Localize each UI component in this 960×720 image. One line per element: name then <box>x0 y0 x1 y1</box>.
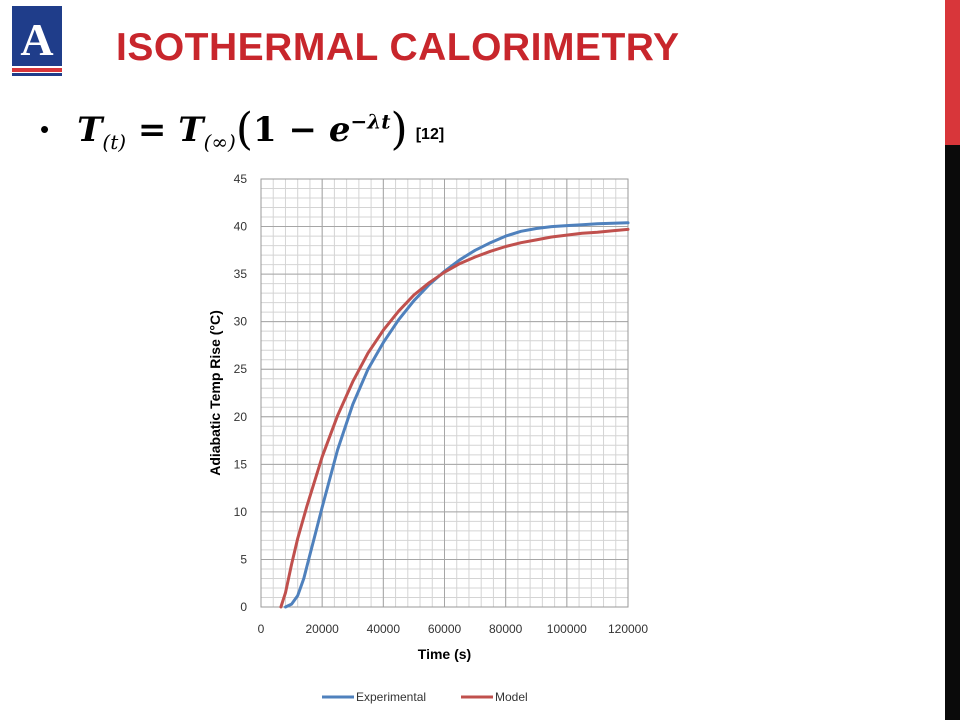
legend-label-experimental: Experimental <box>356 690 426 704</box>
x-tick-label: 100000 <box>547 622 587 636</box>
x-tick-label: 0 <box>258 622 265 636</box>
major-gridlines <box>260 178 629 608</box>
series-line-model <box>279 227 630 609</box>
y-tick-label: 35 <box>234 267 248 281</box>
y-tick-label: 10 <box>234 505 248 519</box>
formula-bullet: • T(t) = T(∞)(1 − e−λt) [12] <box>40 104 444 155</box>
legend-label-model: Model <box>495 690 528 704</box>
slide-title: ISOTHERMAL CALORIMETRY <box>116 26 680 69</box>
series-layer <box>279 221 630 609</box>
logo-background <box>12 6 62 66</box>
y-tick-label: 5 <box>240 552 247 566</box>
formula-rhs: T <box>178 110 204 150</box>
logo: A <box>12 6 62 76</box>
formula-rhs-sub: (∞) <box>203 129 236 154</box>
y-tick-label: 45 <box>234 172 248 186</box>
legend: Experimental Model <box>322 690 528 704</box>
formula-open-paren: ( <box>235 104 254 155</box>
y-tick-labels: 0 5 10 15 20 25 30 35 40 45 <box>234 172 248 614</box>
bullet-dot: • <box>40 114 50 144</box>
formula-lhs-sub: (t) <box>102 129 127 154</box>
y-tick-label: 25 <box>234 362 248 376</box>
x-tick-label: 40000 <box>367 622 401 636</box>
x-tick-label: 60000 <box>428 622 462 636</box>
formula-exponent: −λt <box>350 109 391 134</box>
y-tick-label: 20 <box>234 410 248 424</box>
formula-minus: − <box>288 110 318 150</box>
y-tick-label: 15 <box>234 457 248 471</box>
x-tick-label: 20000 <box>305 622 339 636</box>
logo-underline-red <box>12 68 62 72</box>
logo-letter: A <box>20 14 53 65</box>
x-tick-label: 80000 <box>489 622 523 636</box>
x-tick-labels: 0 20000 40000 60000 80000 100000 120000 <box>258 622 649 636</box>
formula-equals: = <box>137 110 167 150</box>
formula-lhs: T <box>77 110 103 150</box>
sidebar-black-strip <box>945 0 960 720</box>
formula: T(t) = T(∞)(1 − e−λt) <box>77 104 408 155</box>
formula-e: e <box>328 110 351 150</box>
citation: [12] <box>415 125 445 143</box>
y-axis-label: Adiabatic Temp Rise (°C) <box>207 310 223 476</box>
formula-close-paren: ) <box>390 104 408 155</box>
y-tick-label: 0 <box>240 600 247 614</box>
y-tick-label: 40 <box>234 220 248 234</box>
x-axis-label: Time (s) <box>418 646 471 662</box>
formula-one: 1 <box>253 110 277 150</box>
y-tick-label: 30 <box>234 315 248 329</box>
logo-underline-blue <box>12 73 62 76</box>
x-tick-label: 120000 <box>608 622 648 636</box>
plot-frame <box>260 178 629 608</box>
sidebar-red-strip <box>945 0 960 145</box>
